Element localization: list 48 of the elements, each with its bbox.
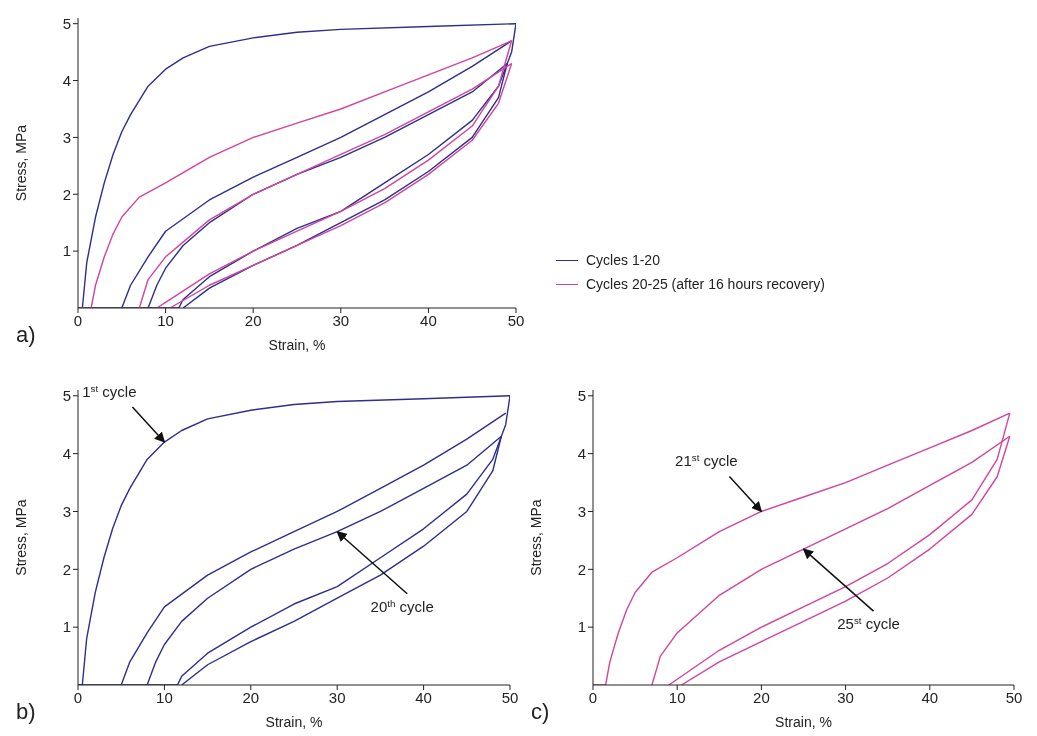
y-tick-label: 4: [62, 71, 71, 89]
x-tick-label: 50: [1005, 688, 1023, 706]
text: c): [531, 699, 550, 724]
legend-label: Cycles 20-25 (after 16 hours recovery): [586, 276, 825, 292]
annotation: 25$^{st}$ cycle: [837, 614, 900, 633]
x-tick-label: 10: [156, 688, 173, 706]
y-tick-label: 1: [62, 242, 71, 260]
x-tick-label: 20: [242, 688, 260, 706]
y-tick-label: 4: [577, 444, 586, 462]
x-tick-label: 50: [501, 688, 519, 706]
x-axis-title: Strain, %: [775, 714, 832, 730]
y-tick-label: 1: [577, 618, 586, 636]
annotation: 21$^{st}$ cycle: [675, 451, 738, 470]
x-axis-title: Strain, %: [268, 337, 326, 353]
annotation: 20$^{th}$ cycle: [370, 597, 434, 615]
y-axis-title: Stress, MPa: [528, 499, 544, 576]
x-tick-label: 40: [420, 311, 437, 329]
x-axis-title: Strain, %: [265, 714, 323, 730]
x-tick-label: 20: [244, 311, 262, 329]
text: b): [16, 699, 36, 724]
y-tick-label: 5: [62, 15, 71, 33]
x-tick-label: 30: [332, 311, 350, 329]
x-tick-label: 40: [921, 688, 939, 706]
x-tick-label: 10: [157, 311, 174, 329]
y-tick-label: 5: [62, 387, 71, 405]
text: a): [16, 322, 36, 347]
x-tick-label: 0: [588, 688, 598, 706]
y-tick-label: 3: [62, 502, 71, 520]
y-tick-label: 2: [62, 185, 71, 203]
y-tick-label: 3: [62, 128, 71, 146]
x-tick-label: 30: [328, 688, 346, 706]
y-tick-label: 1: [62, 618, 71, 636]
x-tick-label: 0: [73, 311, 83, 329]
y-axis-title: Stress, MPa: [13, 499, 29, 576]
x-tick-label: 50: [507, 311, 525, 329]
legend-label: Cycles 1-20: [586, 252, 660, 268]
x-tick-label: 10: [668, 688, 686, 706]
x-tick-label: 0: [73, 688, 83, 706]
y-axis-title: Stress, MPa: [13, 124, 29, 202]
y-tick-label: 3: [577, 502, 586, 520]
x-tick-label: 40: [415, 688, 432, 706]
y-tick-label: 5: [577, 387, 586, 405]
y-tick-label: 2: [62, 560, 71, 578]
annotation: 1$^{st}$ cycle: [82, 382, 137, 401]
y-tick-label: 4: [62, 444, 71, 462]
x-tick-label: 30: [837, 688, 854, 706]
x-tick-label: 20: [753, 688, 770, 706]
y-tick-label: 2: [577, 560, 586, 578]
